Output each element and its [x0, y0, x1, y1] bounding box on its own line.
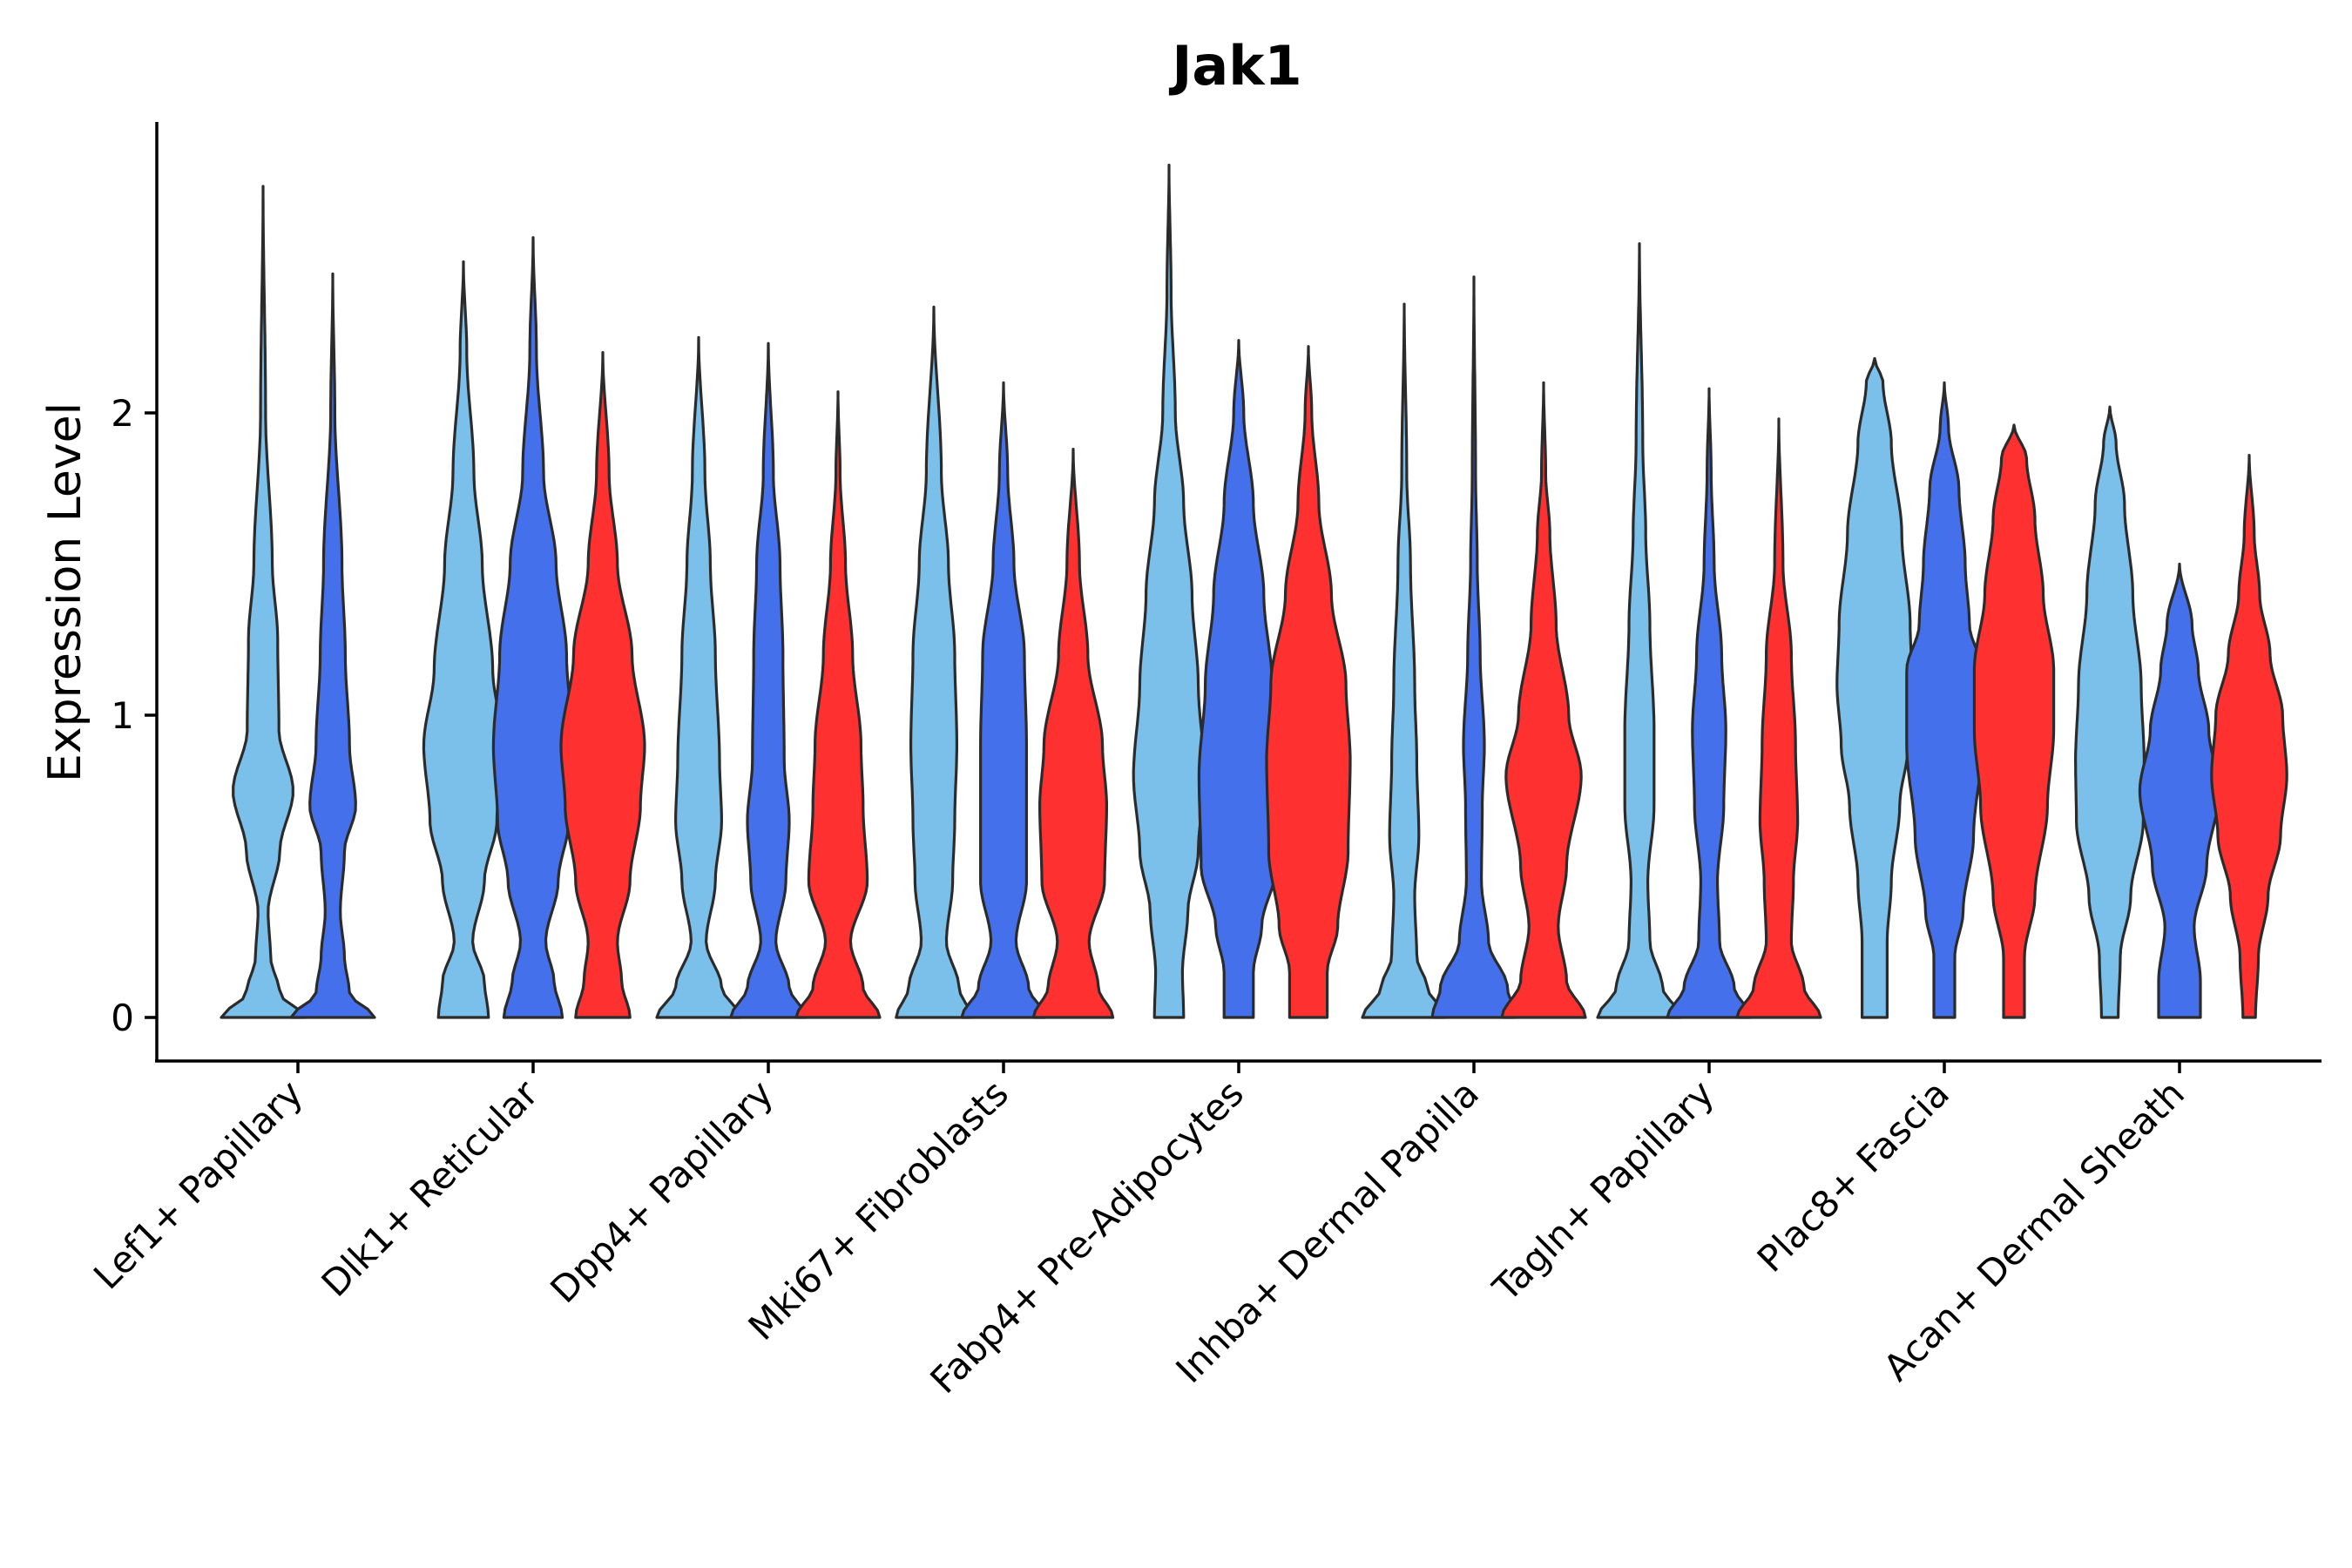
violin-2-blue — [491, 236, 575, 1019]
y-axis-ticks: 0 1 2 — [111, 392, 157, 1039]
violin-5-blue — [1197, 339, 1281, 1019]
violin-3-light — [655, 335, 742, 1019]
x-tick-label: Plac8+ Fascia — [1749, 1071, 1957, 1280]
violin-7-light — [1596, 242, 1683, 1019]
violin-4-red — [1031, 448, 1115, 1019]
x-tick-label: Dlk1+ Reticular — [314, 1071, 547, 1305]
violin-8-light — [1835, 356, 1914, 1019]
violin-5-light — [1132, 163, 1206, 1019]
violin-2-red — [559, 351, 646, 1019]
y-axis-label: Expression Level — [39, 402, 91, 782]
violin-3-blue — [729, 341, 808, 1019]
x-tick-label: Lef1+ Papillary — [85, 1071, 311, 1297]
violin-6-blue — [1430, 275, 1517, 1019]
chart-title: Jak1 — [1168, 34, 1301, 98]
violin-5-red — [1265, 345, 1352, 1019]
violin-1-blue — [289, 272, 376, 1019]
violin-layer — [220, 163, 2288, 1019]
violin-4-light — [895, 305, 973, 1019]
x-tick-label: Dpp4+ Papillary — [542, 1071, 781, 1311]
violin-9-blue — [2138, 562, 2221, 1019]
violin-2-light — [422, 260, 505, 1019]
x-tick-label: Mki67+ Fibroblasts — [740, 1071, 1017, 1348]
y-tick-label: 0 — [111, 997, 134, 1039]
violin-7-blue — [1666, 387, 1753, 1019]
violin-8-red — [1972, 423, 2056, 1019]
violin-8-blue — [1905, 381, 1984, 1019]
y-tick-label: 2 — [111, 392, 134, 435]
x-tick-label: Tagln+ Papillary — [1484, 1071, 1722, 1309]
violin-6-red — [1500, 381, 1587, 1019]
violin-4-blue — [960, 381, 1047, 1019]
violin-3-red — [794, 390, 882, 1019]
violin-9-red — [2210, 454, 2288, 1019]
violin-1-light — [220, 185, 307, 1019]
y-tick-label: 1 — [111, 694, 134, 737]
violin-9-light — [2074, 405, 2146, 1019]
violin-6-light — [1361, 302, 1448, 1019]
violin-7-red — [1735, 417, 1822, 1019]
